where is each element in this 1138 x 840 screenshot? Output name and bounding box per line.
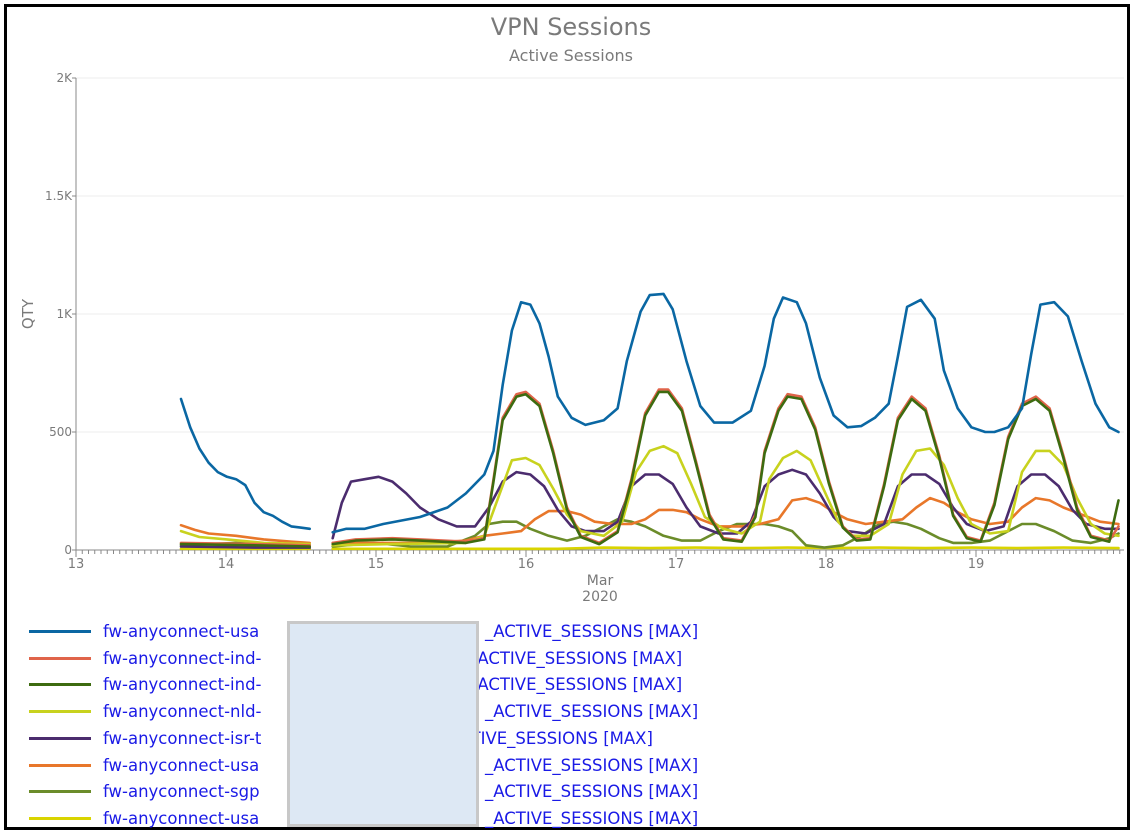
y-tick-label: 1K — [56, 307, 73, 321]
legend-swatch — [29, 816, 91, 820]
line-chart: VPN Sessions Active Sessions QTY 0 500 1K 1… — [19, 13, 1124, 605]
chart-frame: VPN Sessions Active Sessions QTY 0 500 1K 1… — [4, 4, 1130, 830]
x-axis-month-label: Mar — [587, 573, 614, 589]
legend-swatch — [29, 736, 91, 740]
legend-swatch — [29, 630, 91, 633]
legend-swatch — [29, 710, 91, 714]
chart-title: VPN Sessions — [491, 13, 652, 41]
y-tick-label: 500 — [49, 425, 72, 439]
series-line-7 — [179, 518, 1120, 549]
legend-item[interactable]: fw-anyconnect-nld- _ACTIVE_SESSIONS [MAX] — [29, 699, 749, 725]
legend-label-prefix: fw-anyconnect-usa — [103, 808, 260, 828]
legend-label-suffix: CTIVE_SESSIONS [MAX] — [459, 728, 653, 748]
legend-label-suffix: _ACTIVE_SESSIONS [MAX] — [485, 782, 699, 802]
x-tick-label: 18 — [818, 557, 835, 572]
legend-label-suffix: Y_ACTIVE_SESSIONS [MAX] — [459, 675, 683, 695]
legend-swatch — [29, 656, 91, 660]
legend-swatch — [29, 790, 91, 794]
x-tick-label: 17 — [668, 557, 685, 572]
series-line-4 — [179, 444, 1120, 547]
series-lines — [179, 292, 1120, 551]
legend-label-suffix: _ACTIVE_SESSIONS [MAX] — [485, 808, 699, 828]
y-ticks: 0 500 1K 1.5K 2K — [45, 71, 76, 557]
x-tick-label: 15 — [368, 557, 385, 572]
legend-label-prefix: fw-anyconnect-nld- — [103, 702, 262, 722]
legend-label-prefix: fw-anyconnect-ind- — [103, 675, 262, 695]
legend-label-prefix: fw-anyconnect-sgp — [103, 782, 260, 802]
gridlines — [76, 77, 1124, 433]
legend-label-prefix: fw-anyconnect-ind- — [103, 648, 262, 668]
series-line-6 — [179, 496, 1120, 545]
legend-label-prefix: fw-anyconnect-isr-t — [103, 728, 262, 748]
y-tick-label: 0 — [64, 543, 72, 557]
x-axis-year-label: 2020 — [582, 589, 618, 605]
legend-label-suffix: Y_ACTIVE_SESSIONS [MAX] — [459, 648, 683, 668]
y-axis-label: QTY — [19, 298, 37, 329]
legend-label-suffix: _ACTIVE_SESSIONS [MAX] — [485, 755, 699, 775]
y-tick-label: 2K — [56, 71, 73, 85]
legend-label-prefix: fw-anyconnect-usa — [103, 755, 260, 775]
legend-item[interactable]: fw-anyconnect-usa _ACTIVE_SESSIONS [MAX] — [29, 806, 749, 832]
legend-item[interactable]: fw-anyconnect-usa _ACTIVE_SESSIONS [MAX] — [29, 619, 749, 645]
legend-label-suffix: _ACTIVE_SESSIONS [MAX] — [485, 702, 699, 722]
chart-subtitle: Active Sessions — [509, 46, 633, 65]
x-tick-label: 16 — [518, 557, 535, 572]
x-tick-label: 19 — [968, 557, 985, 572]
x-ticks: 13 14 15 16 17 18 19 — [68, 550, 1121, 572]
legend-item[interactable]: fw-anyconnect-usa _ACTIVE_SESSIONS [MAX] — [29, 753, 749, 779]
legend-item[interactable]: fw-anyconnect-isr-t CTIVE_SESSIONS [MAX] — [29, 726, 749, 752]
legend-swatch — [29, 763, 91, 767]
legend-swatch — [29, 683, 91, 687]
legend-label-prefix: fw-anyconnect-usa — [103, 622, 260, 641]
redaction-box — [287, 621, 479, 827]
x-tick-label: 13 — [68, 557, 85, 572]
series-line-8 — [179, 546, 1120, 551]
legend-label-suffix: _ACTIVE_SESSIONS [MAX] — [485, 622, 699, 641]
series-line-1 — [179, 292, 1120, 534]
series-line-5 — [179, 468, 1120, 549]
x-tick-label: 14 — [218, 557, 235, 572]
y-tick-label: 1.5K — [45, 189, 73, 203]
legend-item[interactable]: fw-anyconnect-sgp _ACTIVE_SESSIONS [MAX] — [29, 779, 749, 805]
series-line-3 — [179, 390, 1120, 548]
legend-item[interactable]: fw-anyconnect-ind- Y_ACTIVE_SESSIONS [MAX… — [29, 646, 749, 672]
legend-item[interactable]: fw-anyconnect-ind- Y_ACTIVE_SESSIONS [MAX… — [29, 672, 749, 698]
